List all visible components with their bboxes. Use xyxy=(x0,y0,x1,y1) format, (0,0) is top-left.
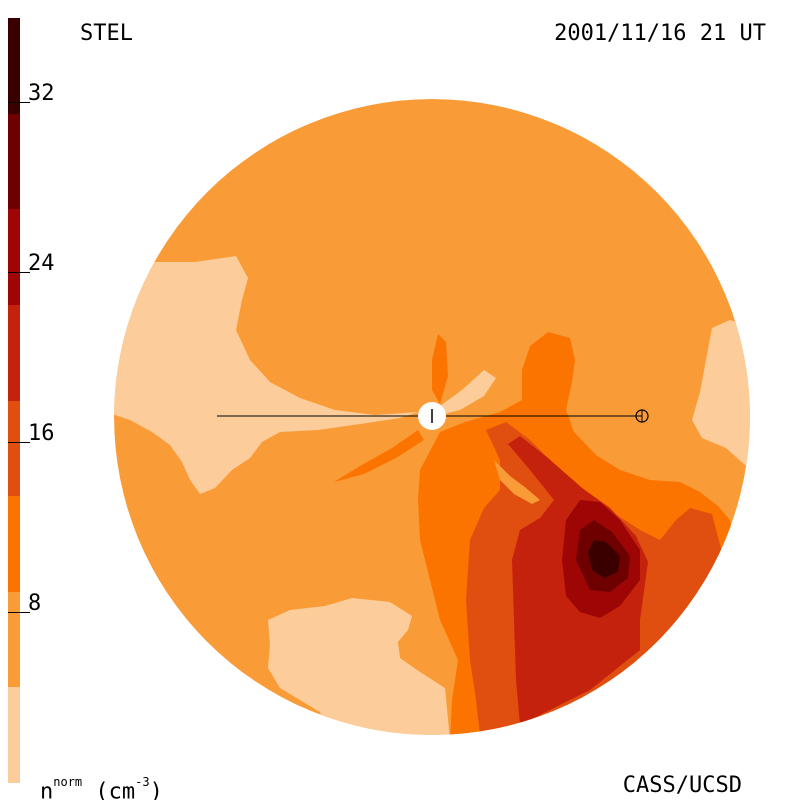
colorbar-segment xyxy=(8,304,20,401)
low-density-region-east xyxy=(692,320,750,470)
timestamp-label: 2001/11/16 21 UT xyxy=(554,21,766,46)
colorbar-segment xyxy=(8,18,20,114)
colorbar-label-24: 24 xyxy=(28,251,55,276)
low-density-notch xyxy=(494,460,540,504)
colorbar-segment xyxy=(8,400,20,497)
unit-symbol: n xyxy=(40,779,54,800)
instrument-label: STEL xyxy=(80,21,133,46)
low-density-petal xyxy=(440,370,496,414)
credit-label: CASS/UCSD xyxy=(622,773,742,798)
colorbar-segment xyxy=(8,113,20,210)
unit-exponent: -3 xyxy=(135,775,150,789)
colorbar-segment xyxy=(8,591,20,688)
colorbar-segment xyxy=(8,209,20,305)
unit-text: (cm xyxy=(82,779,136,800)
low-density-region-south xyxy=(268,598,450,735)
colorbar-segment xyxy=(8,496,20,592)
density-spike-north xyxy=(432,334,448,404)
colorbar-tick-32 xyxy=(8,102,30,103)
colorbar-label-32: 32 xyxy=(28,81,55,106)
colorbar-label-8: 8 xyxy=(28,591,42,616)
colorbar-segment xyxy=(8,687,20,783)
colorbar-tick-24 xyxy=(8,272,30,273)
density-core-peak xyxy=(588,540,620,578)
colorbar-label-16: 16 xyxy=(28,421,55,446)
low-density-region-west xyxy=(114,256,418,494)
unit-label: nnorm (cm-3) xyxy=(40,774,163,800)
density-spike-west xyxy=(334,430,424,482)
colorbar-tick-16 xyxy=(8,442,30,443)
unit-superscript: norm xyxy=(53,775,83,789)
unit-close: ) xyxy=(149,779,163,800)
colorbar xyxy=(8,18,20,783)
colorbar-tick-8 xyxy=(8,612,30,613)
